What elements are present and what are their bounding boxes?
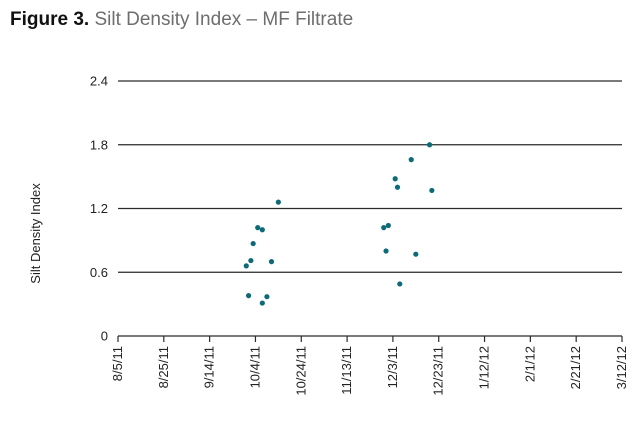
data-point bbox=[243, 263, 249, 269]
x-tick-label: 10/4/11 bbox=[247, 346, 262, 388]
y-tick-label: 0.6 bbox=[90, 265, 108, 280]
data-point bbox=[255, 225, 261, 231]
data-point bbox=[264, 294, 270, 300]
figure-title: Figure 3. Silt Density Index – MF Filtra… bbox=[10, 8, 353, 32]
data-point bbox=[426, 142, 433, 148]
y-tick-label: 1.8 bbox=[90, 137, 108, 152]
data-point bbox=[248, 257, 254, 264]
y-tick-label: 2.4 bbox=[90, 74, 108, 89]
x-tick-label: 3/12/12 bbox=[614, 346, 629, 389]
y-tick-label: 0 bbox=[101, 329, 108, 344]
figure-title-text: Silt Density Index – MF Filtrate bbox=[94, 9, 354, 30]
data-point bbox=[385, 222, 391, 229]
x-tick-label: 8/5/11 bbox=[110, 346, 125, 381]
figure-number: Figure 3. bbox=[10, 9, 90, 30]
data-point bbox=[429, 187, 435, 194]
data-point bbox=[394, 184, 401, 190]
data-point bbox=[413, 251, 419, 257]
y-axis-label: Silt Density Index bbox=[28, 183, 43, 284]
x-tick-label: 10/24/11 bbox=[293, 346, 308, 396]
data-point bbox=[268, 259, 275, 265]
data-point bbox=[259, 300, 265, 306]
data-point bbox=[408, 157, 414, 163]
x-tick-label: 1/12/12 bbox=[477, 346, 492, 389]
data-point bbox=[275, 199, 281, 205]
x-tick-label: 2/1/12 bbox=[522, 346, 537, 382]
data-point bbox=[245, 293, 252, 299]
data-point bbox=[381, 225, 387, 231]
data-point bbox=[397, 281, 403, 287]
x-tick-label: 8/25/11 bbox=[156, 346, 171, 388]
data-point bbox=[250, 240, 256, 247]
data-point bbox=[383, 248, 389, 254]
y-tick-label: 1.2 bbox=[90, 201, 108, 216]
x-tick-label: 2/21/12 bbox=[568, 346, 583, 389]
data-point bbox=[392, 176, 398, 182]
x-tick-label: 9/14/11 bbox=[202, 346, 217, 388]
x-tick-label: 11/13/11 bbox=[339, 346, 354, 395]
data-point bbox=[259, 227, 265, 233]
x-tick-label: 12/3/11 bbox=[385, 346, 400, 388]
x-tick-label: 12/23/11 bbox=[431, 346, 446, 396]
